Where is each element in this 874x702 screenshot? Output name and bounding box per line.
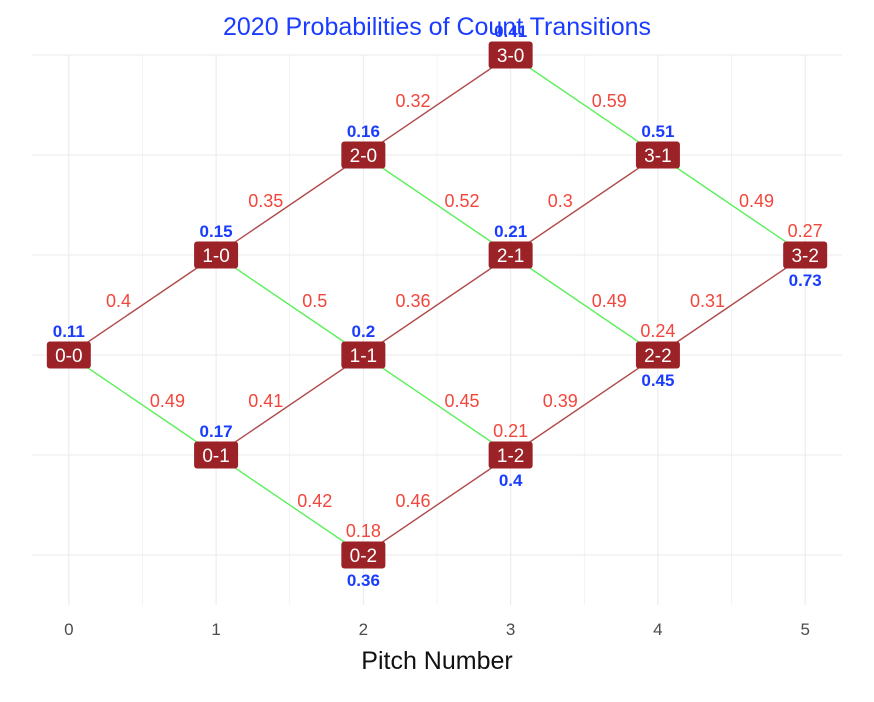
x-tick-label: 0 [64,620,73,639]
count-node-label: 1-0 [202,246,229,267]
edge-probability-label: 0.39 [543,391,578,411]
count-node-box [635,341,680,369]
ball-transition-edge [362,254,512,356]
self-loop-probability-label: 0.27 [788,221,823,241]
count-node-label: 3-1 [644,146,671,167]
count-node-label: 3-2 [791,246,818,267]
x-axis-ticks: 0 1 2 3 4 5 [64,620,810,639]
x-axis-label: Pitch Number [361,647,512,675]
edge-probability-label: 0.49 [739,191,774,211]
count-node-label: 2-0 [350,146,377,167]
count-node-box [194,441,239,469]
node-probability-label: 0.11 [53,322,85,341]
self-loop-probability-label: 0.18 [346,521,381,541]
ball-transition-edge [68,254,217,356]
edge-probability-label: 0.5 [302,291,327,311]
edge-probability-label: 0.42 [297,491,332,511]
edge-probability-label: 0.41 [248,391,283,411]
count-node-box [488,441,533,469]
edge-probability-label: 0.3 [548,191,573,211]
edge-probability-label: 0.45 [444,391,479,411]
count-node-box [341,541,386,569]
strike-transition-edge [510,54,659,156]
ball-transition-edge [215,154,364,256]
x-tick-label: 5 [800,620,809,639]
ball-transition-edge [510,354,659,456]
count-node-label: 3-0 [497,46,524,67]
x-tick-label: 4 [653,620,662,639]
node-probability-label: 0.15 [200,222,233,241]
edges [68,54,806,556]
edge-probability-label: 0.49 [592,291,627,311]
strike-transition-edge [510,254,659,356]
count-node-label: 2-2 [644,346,671,367]
count-node-box [194,241,239,269]
strike-transition-edge [657,154,806,256]
x-tick-label: 3 [506,620,515,639]
count-node-label: 0-0 [55,346,82,367]
node-probability-label: 0.16 [347,122,380,141]
nodes: 0-0 1-0 0-1 2-0 1-1 0-2 3-0 2-1 1-2 3-1 2-2 3-2 [46,41,828,569]
node-probability-label: 0.36 [347,571,380,590]
node-probability-label: 0.17 [200,422,233,441]
strike-transition-edge [215,254,364,356]
count-node-box [341,141,386,169]
count-node-box [46,341,91,369]
node-probability-label: 0.51 [641,122,674,141]
count-node-box [488,241,533,269]
self-loop-probability-label: 0.21 [493,421,528,441]
grid [32,54,842,605]
count-node-label: 2-1 [497,246,524,267]
edge-probability-label: 0.49 [150,391,185,411]
node-probability-label: 0.73 [789,271,822,290]
node-probability-label: 0.4 [499,471,523,490]
count-node-label: 0-1 [202,446,229,467]
ball-transition-edge [510,154,659,256]
ball-transition-edge [362,54,512,156]
labels: 0.4 0.49 0.35 0.5 0.41 0.42 0.32 0.52 0.36 0.45 0.… [53,22,823,590]
count-node-label: 0-2 [350,546,377,567]
edge-probability-label: 0.32 [395,91,430,111]
edge-probability-label: 0.4 [106,291,131,311]
count-node-label: 1-1 [350,346,377,367]
count-node-box [488,41,533,69]
strike-transition-edge [68,354,217,456]
edge-probability-label: 0.59 [592,91,627,111]
chart-title: 2020 Probabilities of Count Transitions [223,13,651,41]
edge-probability-label: 0.36 [395,291,430,311]
edge-probability-label: 0.46 [395,491,430,511]
node-probability-label: 0.21 [494,222,527,241]
count-node-box [341,341,386,369]
ball-transition-edge [215,354,364,456]
node-probability-label: 0.2 [352,322,376,341]
strike-transition-edge [362,354,512,456]
self-loop-probability-label: 0.24 [640,321,675,341]
node-probability-label: 0.45 [641,371,674,390]
node-probability-label: 0.41 [494,22,527,41]
x-tick-label: 2 [359,620,368,639]
edge-probability-label: 0.52 [444,191,479,211]
count-node-label: 1-2 [497,446,524,467]
count-node-box [783,241,828,269]
ball-transition-edge [657,254,806,356]
ball-transition-edge [362,454,512,556]
strike-transition-edge [215,454,364,556]
count-node-box [635,141,680,169]
edge-probability-label: 0.31 [690,291,725,311]
x-tick-label: 1 [211,620,220,639]
edge-probability-label: 0.35 [248,191,283,211]
strike-transition-edge [362,154,512,256]
